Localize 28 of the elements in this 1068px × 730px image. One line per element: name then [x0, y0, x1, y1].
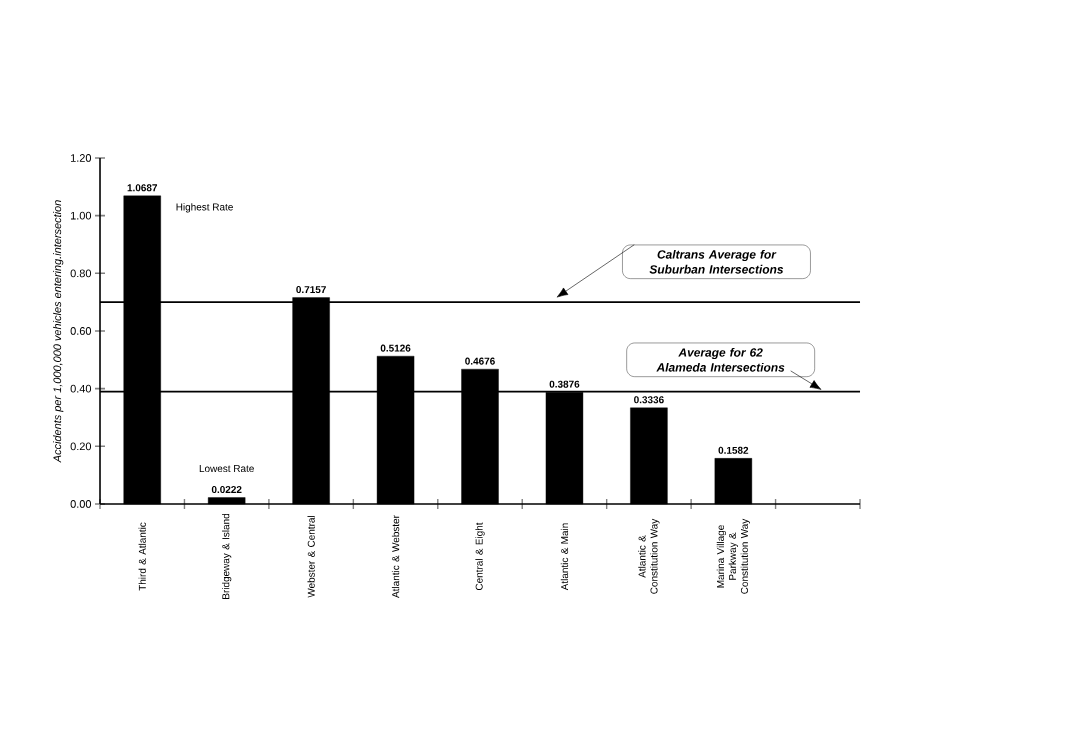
- data-label: 0.4676: [465, 357, 495, 365]
- data-label: 0.3336: [634, 396, 664, 404]
- data-label: 0.0222: [211, 486, 242, 494]
- x-tick-label: Central & Eight: [475, 522, 485, 591]
- ref-line-label: Average for 62 Alameda Intersections: [656, 347, 785, 372]
- x-tick-label: Atlantic & Constitution Way: [638, 518, 660, 594]
- y-tick-label: 0.00: [70, 500, 92, 508]
- x-tick-label: Bridgeway & Island: [222, 513, 232, 599]
- data-label: 0.7157: [296, 286, 326, 294]
- x-tick-label: Marina Village Parkway & Constitution Way: [716, 518, 750, 594]
- data-label: 1.0687: [127, 184, 158, 192]
- data-label: 0.3876: [549, 380, 580, 388]
- x-tick-label: Atlantic & Webster: [391, 515, 400, 598]
- y-axis-title: Accidents per 1,000,000 vehicles entering.intersection: [53, 200, 64, 463]
- ref-line-label: Caltrans Average for Suburban Intersections: [649, 249, 784, 274]
- x-tick-label: Third & Atlantic: [138, 522, 146, 591]
- data-label: 0.1582: [718, 446, 749, 454]
- y-tick-label: 1.00: [70, 211, 92, 220]
- y-tick-label: 0.20: [70, 442, 92, 451]
- annotation: Lowest Rate: [199, 465, 254, 473]
- y-tick-label: 0.60: [70, 327, 92, 335]
- data-label: 0.5126: [380, 344, 411, 352]
- y-tick-label: 1.20: [70, 154, 92, 162]
- y-tick-label: 0.80: [70, 269, 92, 278]
- x-tick-label: Atlantic & Main: [560, 523, 569, 591]
- y-tick-label: 0.40: [70, 384, 92, 393]
- x-tick-label: Webster & Central: [307, 516, 315, 598]
- annotation: Highest Rate: [176, 203, 233, 213]
